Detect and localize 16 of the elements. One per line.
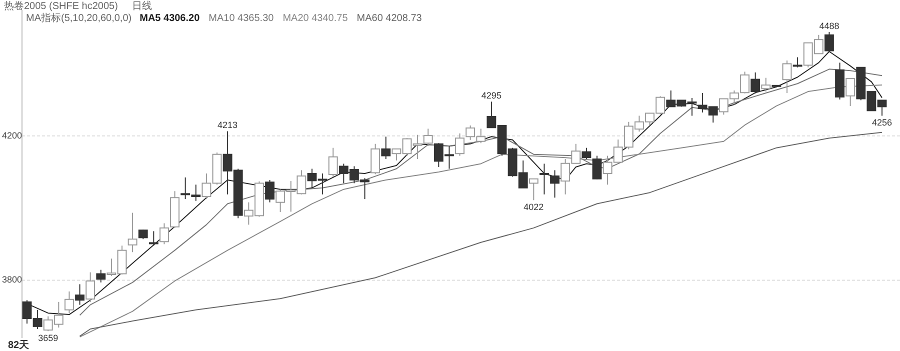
annotation: 3659 bbox=[38, 333, 58, 344]
annotation: 82天 bbox=[8, 340, 30, 351]
annotation: 4022 bbox=[524, 202, 544, 212]
legend-item: MA10 4365.30 bbox=[208, 13, 274, 24]
annotation: 4213 bbox=[218, 120, 238, 130]
subtitle: 日线 bbox=[132, 1, 152, 12]
ytick: 3800 bbox=[2, 274, 22, 285]
annotation: 4488 bbox=[819, 21, 840, 31]
legend-item: MA5 4306.20 bbox=[140, 13, 200, 24]
ytick: 4200 bbox=[2, 130, 22, 140]
legend-item: MA20 4340.75 bbox=[282, 13, 348, 24]
legend-item: MA60 4208.73 bbox=[356, 13, 422, 24]
legend-title: MA指标(5,10,20,60,0,0) bbox=[26, 13, 132, 24]
title: 热卷2005 (SHFE hc2005) bbox=[4, 1, 118, 12]
annotation: 4256 bbox=[872, 118, 892, 128]
annotation: 4295 bbox=[481, 90, 502, 101]
